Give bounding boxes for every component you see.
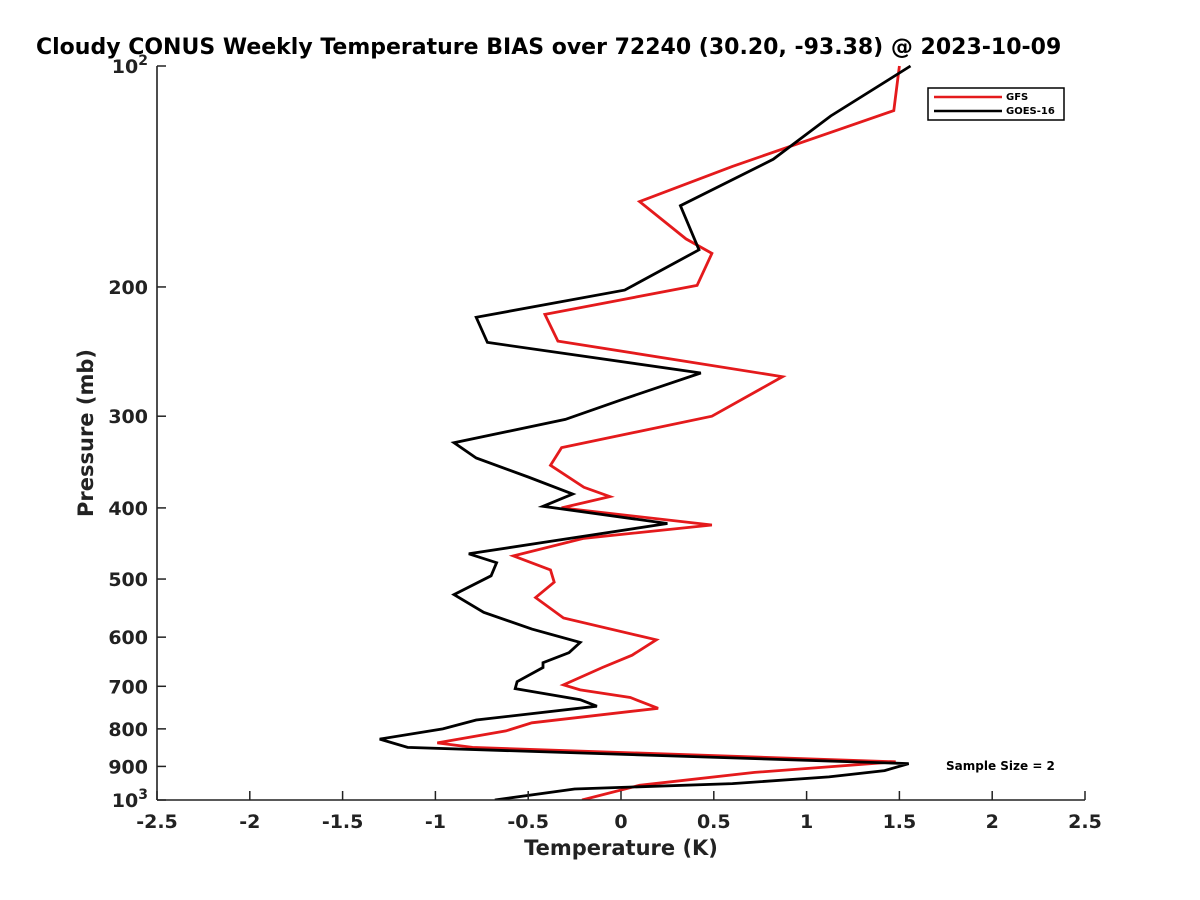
series-line-goes-16 [379, 64, 912, 800]
x-tick-label: -2 [239, 811, 260, 833]
legend-label-gfs: GFS [1006, 92, 1028, 103]
legend: GFS GOES-16 [927, 87, 1065, 121]
y-tick-label: 400 [108, 498, 148, 520]
y-tick-label: 102 [112, 53, 148, 78]
x-tick-label: -1.5 [322, 811, 364, 833]
y-tick-label: 200 [108, 277, 148, 299]
x-tick-label: 1 [800, 811, 813, 833]
x-tick-label: -1 [425, 811, 446, 833]
x-tick-label: 0 [614, 811, 627, 833]
y-tick-label: 300 [108, 406, 148, 428]
x-tick-label: 2.5 [1068, 811, 1102, 833]
plot-area [379, 64, 912, 800]
y-tick-label: 700 [108, 676, 148, 698]
series-line-gfs [437, 65, 901, 800]
x-axis-label: Temperature (K) [524, 836, 718, 860]
y-tick-label: 600 [108, 627, 148, 649]
y-tick-label: 500 [108, 569, 148, 591]
axes: -2.5 -2 -1.5 -1 -0.5 0 0.5 1 1.5 2 2.5 102 200 300 400… [108, 53, 1102, 833]
sample-size-annotation: Sample Size = 2 [946, 759, 1055, 773]
x-tick-label: 2 [986, 811, 999, 833]
y-tick-label: 800 [108, 719, 148, 741]
legend-box [927, 87, 1065, 121]
x-tick-label: 1.5 [883, 811, 917, 833]
y-axis-label: Pressure (mb) [74, 349, 98, 517]
legend-label-goes-16: GOES-16 [1006, 106, 1055, 117]
x-tick-label: -0.5 [507, 811, 549, 833]
y-tick-label: 103 [112, 787, 148, 812]
chart-title: Cloudy CONUS Weekly Temperature BIAS ove… [36, 35, 1061, 60]
x-tick-label: -2.5 [136, 811, 178, 833]
y-tick-label: 900 [108, 756, 148, 778]
x-tick-label: 0.5 [697, 811, 731, 833]
